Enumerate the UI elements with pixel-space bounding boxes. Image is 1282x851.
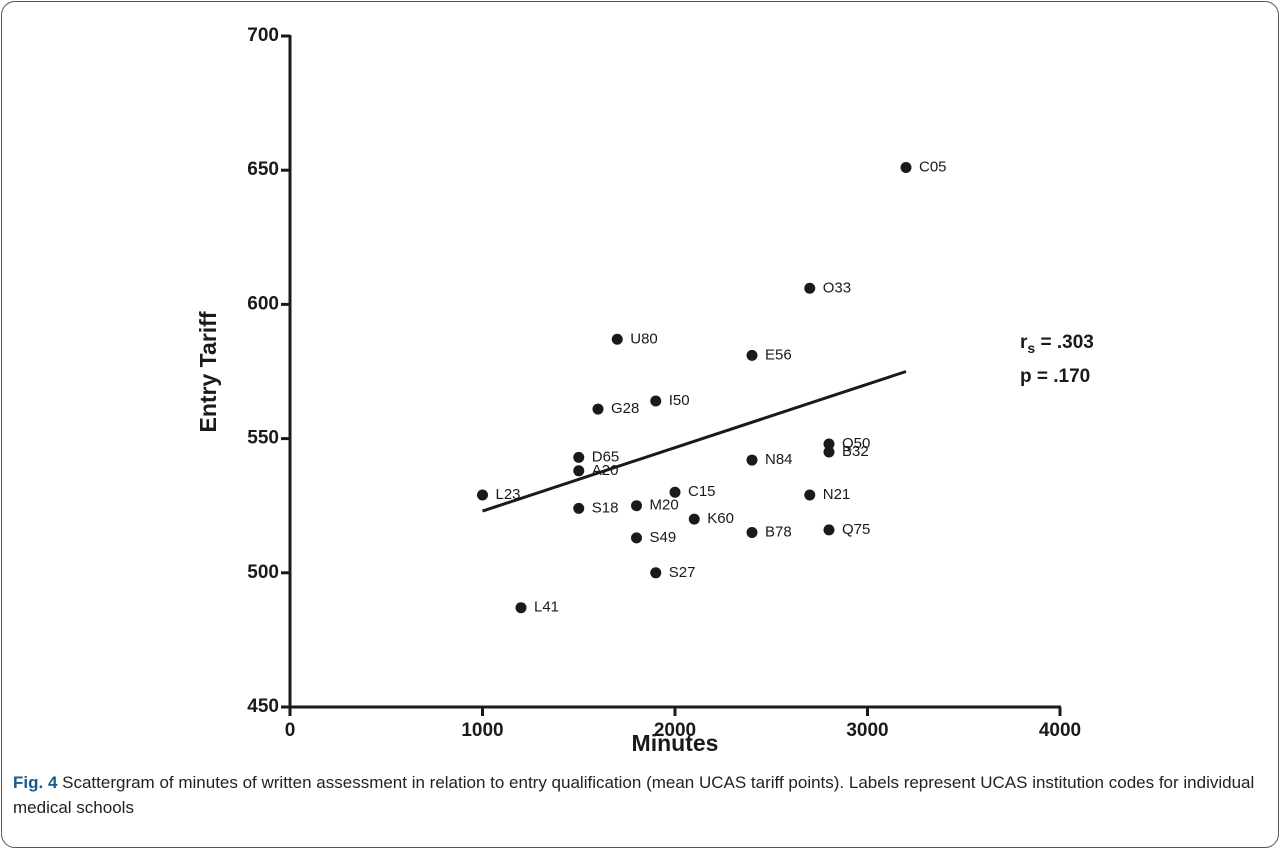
stat-r-symbol: r [1020, 332, 1028, 353]
point-label: L23 [496, 486, 521, 503]
point [823, 446, 835, 458]
caption: Fig. 4 Scattergram of minutes of written… [13, 770, 1268, 820]
point [631, 532, 642, 544]
stat-r-text: = .303 [1035, 332, 1094, 353]
point-label: B78 [765, 524, 792, 541]
point [669, 486, 681, 498]
point-label: N21 [823, 486, 851, 503]
point [477, 489, 488, 501]
point-label: I50 [669, 392, 690, 409]
point [515, 602, 527, 614]
point [823, 524, 835, 536]
y-axis-title: Entry Tariff [195, 311, 221, 432]
point-label: E56 [765, 346, 792, 363]
point [823, 438, 835, 450]
point-label: O33 [823, 279, 851, 296]
point-label: K60 [707, 510, 734, 527]
x-tick-label: 0 [285, 720, 296, 741]
point-label: L41 [534, 599, 559, 616]
stat-r: rs = .303 [1020, 332, 1094, 356]
x-tick-label: 4000 [1039, 720, 1081, 741]
point-label: D65 [592, 448, 620, 465]
y-tick-label: 450 [247, 696, 279, 717]
y-tick-label: 600 [247, 293, 279, 314]
point [746, 527, 758, 539]
point-label: C05 [919, 158, 947, 175]
point [592, 403, 604, 415]
x-tick-label: 1000 [461, 720, 503, 741]
point [688, 513, 700, 525]
x-axis-title: Minutes [632, 730, 719, 756]
point [650, 395, 662, 407]
stat-p: p = .170 [1020, 366, 1090, 387]
point [611, 333, 623, 345]
point-label: U80 [630, 330, 658, 347]
point [631, 500, 642, 512]
point-label: A20 [592, 462, 619, 479]
point-label: Q75 [842, 521, 870, 538]
y-tick-label: 550 [247, 428, 279, 449]
point [746, 454, 758, 466]
point-label: S27 [669, 564, 696, 581]
point-label: B32 [842, 443, 869, 460]
x-tick-label: 2000 [654, 720, 696, 741]
caption-label: Fig. 4 [13, 773, 58, 792]
y-tick-label: 700 [247, 25, 279, 46]
caption-text: Scattergram of minutes of written assess… [13, 773, 1255, 817]
point-label: N84 [765, 451, 793, 468]
point [746, 349, 758, 361]
point-label: M20 [650, 497, 679, 514]
y-tick-label: 650 [247, 159, 279, 180]
y-tick-label: 500 [247, 562, 279, 583]
point-label: Q50 [842, 435, 870, 452]
point-label: G28 [611, 400, 639, 417]
point [650, 567, 662, 579]
point [573, 502, 585, 514]
point-label: S49 [650, 529, 677, 546]
x-tick-label: 3000 [846, 720, 888, 741]
point [804, 282, 816, 294]
trendline [482, 370, 907, 513]
point [804, 489, 816, 501]
point [900, 162, 912, 174]
point-label: C15 [688, 483, 716, 500]
point-label: S18 [592, 499, 619, 516]
stat-r-subscript: s [1027, 340, 1035, 356]
point [573, 465, 585, 477]
point [573, 451, 585, 463]
